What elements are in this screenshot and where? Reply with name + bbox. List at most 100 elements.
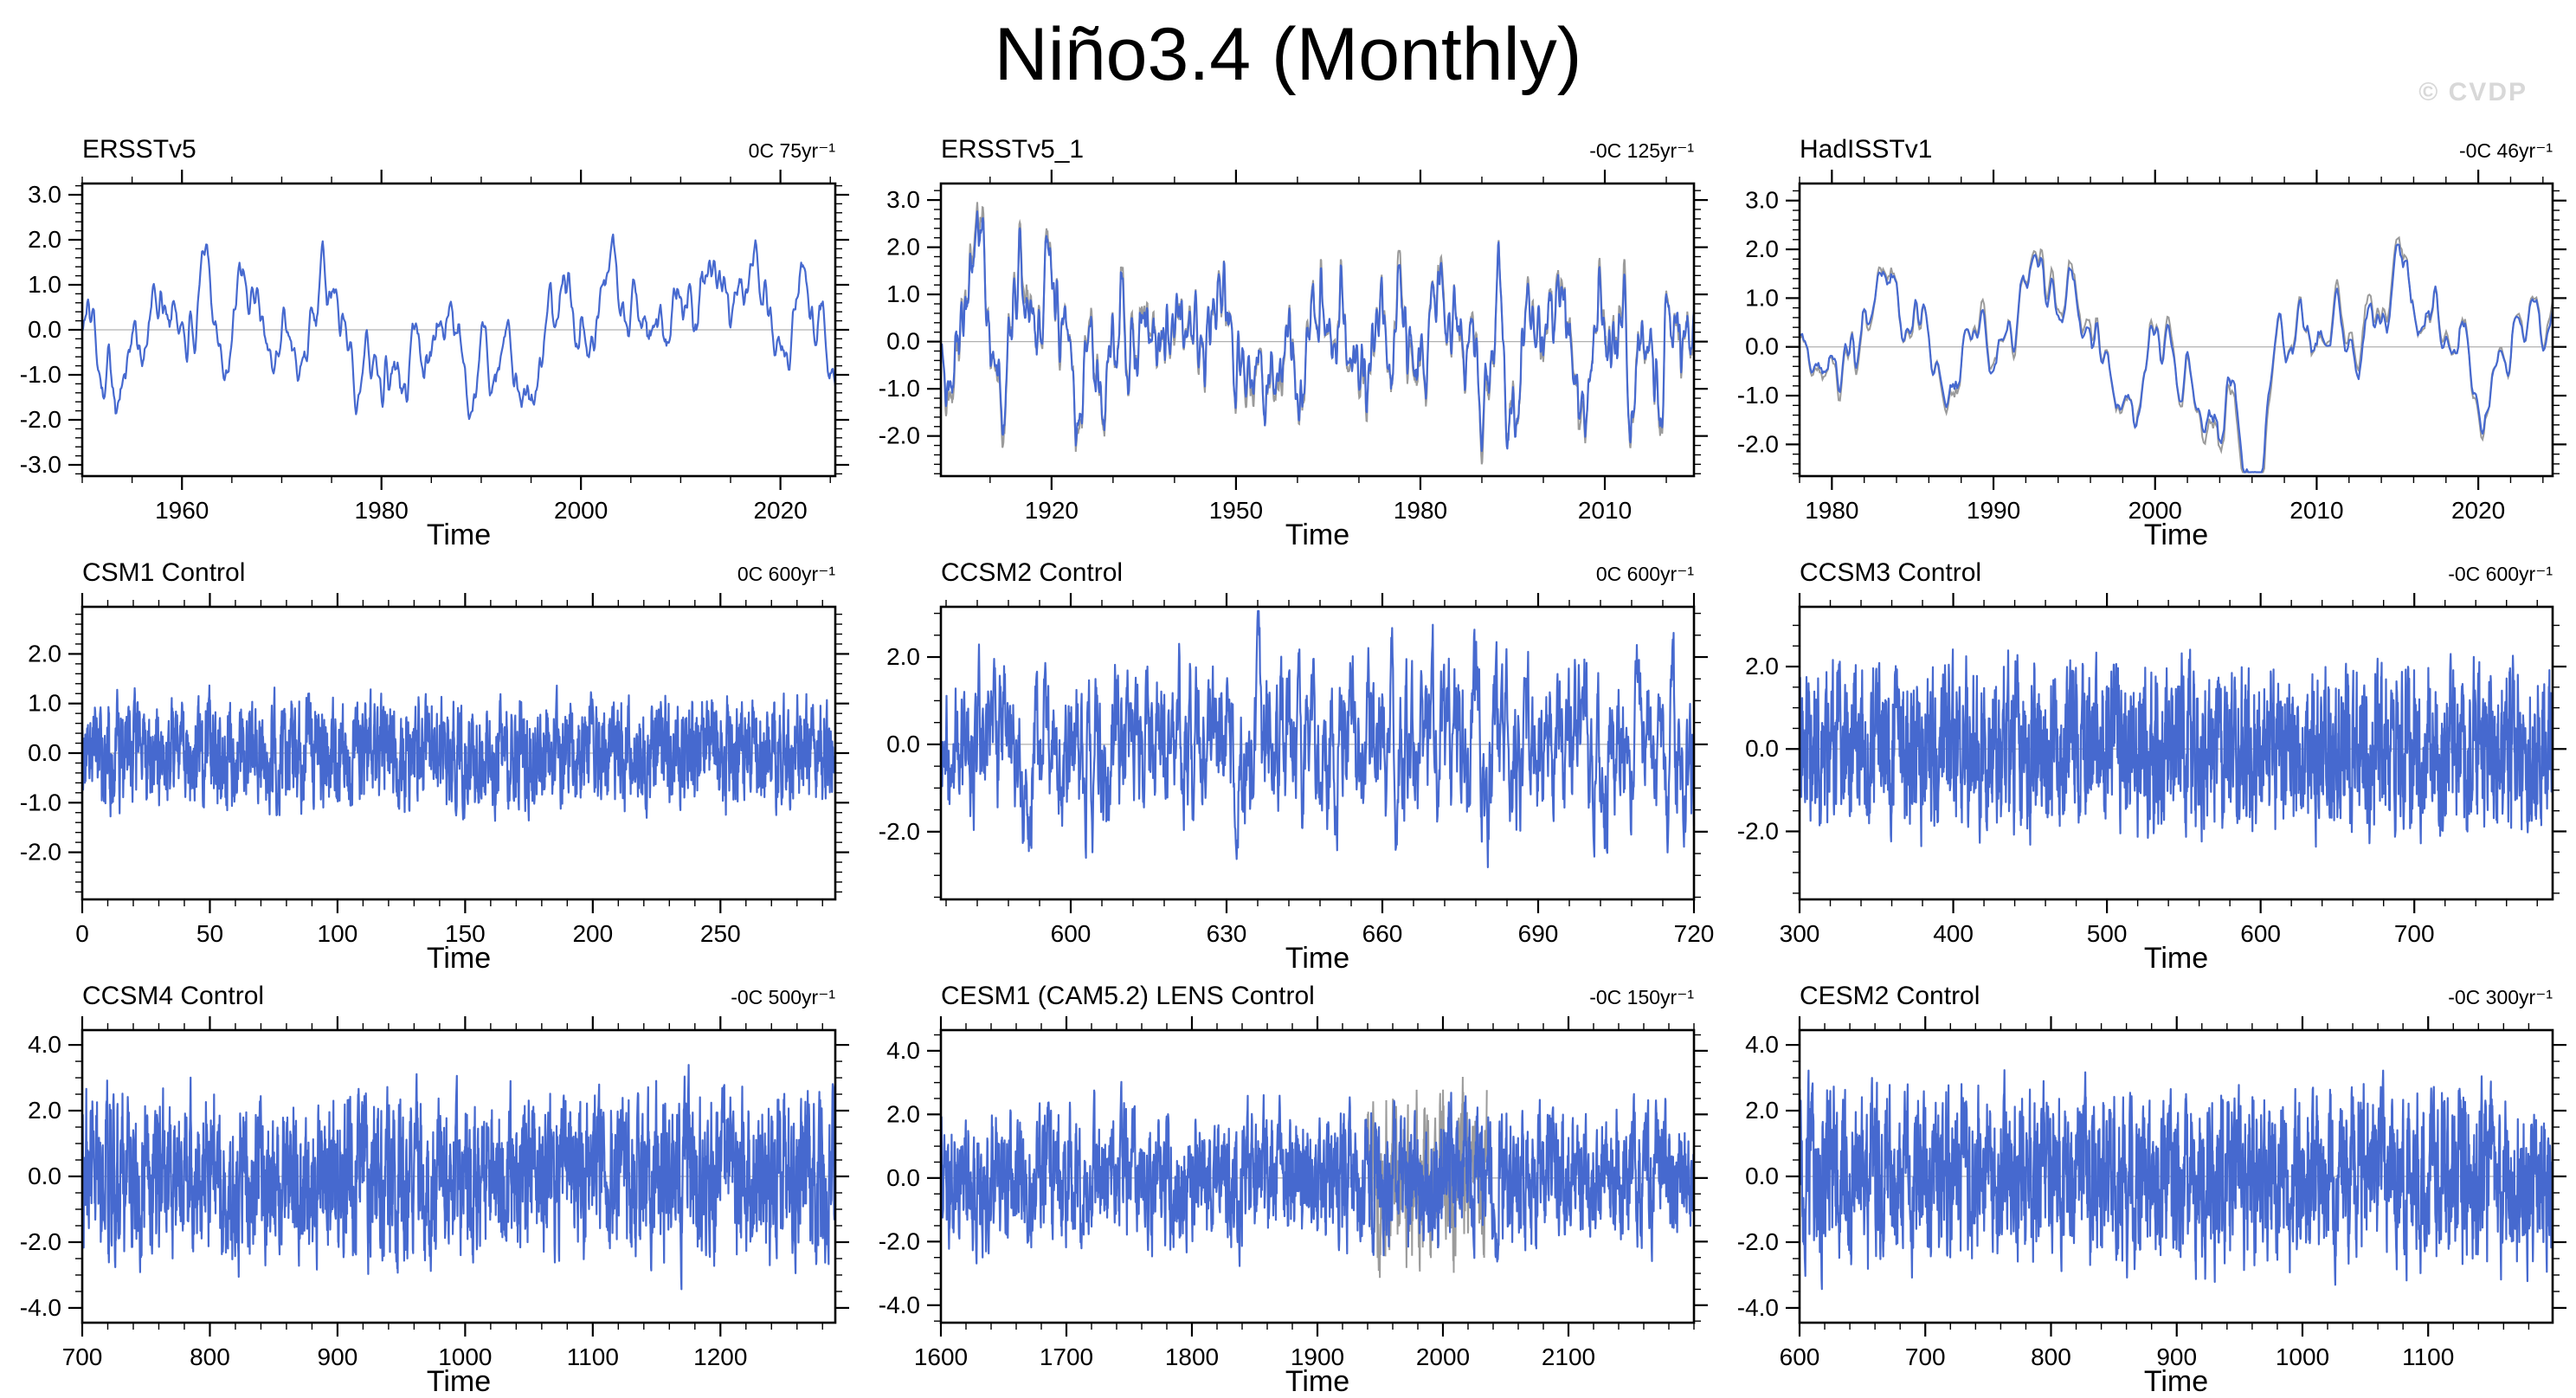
y-tick-label: 3.0	[886, 186, 920, 213]
trend-label: -0C 300yr⁻¹	[2448, 986, 2553, 1008]
panel-ccsm3-control: CCSM3 Control -0C 600yr⁻¹ 300 400 500 600 700 2…	[1717, 551, 2576, 975]
x-axis-title: Time	[427, 942, 491, 975]
y-tick-label: 0.0	[886, 731, 920, 757]
x-tick-label: 1960	[155, 497, 209, 524]
plot-svg: 600 700 800 900 1000 1100 4.0 2.0 0.0 -2.0 -4.0 Tim…	[1737, 1016, 2566, 1398]
plot-svg: 300 400 500 600 700 2.0 0.0 -2.0 Time	[1737, 593, 2566, 975]
x-axis-title: Time	[2144, 519, 2208, 551]
x-tick-label: 700	[62, 1343, 103, 1370]
panel-header: CESM1 (CAM5.2) LENS Control -0C 150yr⁻¹	[859, 980, 1717, 1011]
y-tick-label: -2.0	[879, 1227, 920, 1254]
panel-title: CCSM2 Control	[941, 558, 1124, 587]
x-tick-label: 400	[1933, 920, 1974, 947]
y-tick-label: 0.0	[28, 316, 61, 343]
x-tick-label: 150	[445, 920, 486, 947]
y-tick-label: 2.0	[28, 1097, 61, 1124]
x-tick-label: 1950	[1209, 497, 1263, 524]
x-tick-label: 200	[572, 920, 613, 947]
y-tick-label: 0.0	[28, 739, 61, 766]
panel-grid: ERSSTv5 0C 75yr⁻¹ 1960 1980 2000 2020 3.0 2.0 1.…	[0, 128, 2576, 1398]
x-tick-label: 1100	[567, 1343, 619, 1370]
x-tick-label: 1800	[1165, 1343, 1219, 1370]
x-tick-label: 2010	[1578, 497, 1632, 524]
y-tick-label: -2.0	[20, 839, 61, 866]
y-tick-label: 0.0	[1745, 1163, 1779, 1189]
x-tick-label: 1990	[1967, 497, 2020, 524]
x-tick-label: 0	[75, 920, 89, 947]
y-tick-label: -2.0	[20, 1228, 61, 1255]
trend-label: -0C 600yr⁻¹	[2448, 563, 2553, 585]
plot-svg: 700 800 900 1000 1100 1200 4.0 2.0 0.0 -2.0 -4.0 Ti…	[20, 1016, 849, 1398]
x-tick-label: 1700	[1040, 1343, 1093, 1370]
y-tick-label: -2.0	[1737, 430, 1779, 457]
x-tick-label: 2020	[753, 497, 807, 524]
y-tick-label: -4.0	[20, 1294, 61, 1321]
x-tick-label: 250	[700, 920, 741, 947]
y-tick-label: 4.0	[1745, 1031, 1779, 1058]
y-tick-label: 4.0	[28, 1031, 61, 1058]
x-axis-title: Time	[2144, 1365, 2208, 1398]
x-axis-title: Time	[1285, 519, 1349, 551]
x-tick-label: 50	[196, 920, 223, 947]
x-tick-label: 800	[190, 1343, 230, 1370]
x-tick-label: 1980	[1805, 497, 1858, 524]
x-tick-label: 690	[1518, 920, 1559, 947]
panel-ersstv5-1: ERSSTv5_1 -0C 125yr⁻¹ 1920 1950 1980 2010 3.0 2…	[859, 128, 1717, 551]
y-tick-label: 2.0	[886, 234, 920, 261]
panel-csm1-control: CSM1 Control 0C 600yr⁻¹ 0 50 100 150 200 250 2.0…	[0, 551, 859, 975]
x-axis-title: Time	[1285, 1365, 1349, 1398]
x-tick-label: 300	[1780, 920, 1820, 947]
y-tick-label: -3.0	[20, 451, 61, 478]
y-tick-label: -1.0	[20, 789, 61, 815]
plot-svg: 1980 1990 2000 2010 2020 3.0 2.0 1.0 0.0 -1.0 -2.0…	[1737, 170, 2566, 551]
x-tick-label: 660	[1362, 920, 1403, 947]
panel-title: ERSSTv5_1	[941, 135, 1085, 164]
panel-title: CSM1 Control	[82, 558, 246, 587]
panel-title: CESM1 (CAM5.2) LENS Control	[941, 982, 1315, 1010]
y-tick-label: 0.0	[886, 1164, 920, 1191]
x-tick-label: 900	[2156, 1343, 2197, 1370]
y-tick-label: 2.0	[28, 226, 61, 253]
panel-cesm2-control: CESM2 Control -0C 300yr⁻¹ 600 700 800 900 1000…	[1717, 975, 2576, 1398]
panel-header: CCSM2 Control 0C 600yr⁻¹	[859, 557, 1717, 588]
panel-title: CCSM4 Control	[82, 982, 265, 1010]
x-tick-label: 1100	[2402, 1343, 2454, 1370]
y-tick-label: -1.0	[1737, 382, 1779, 409]
x-tick-label: 1980	[1394, 497, 1447, 524]
panel-header: CSM1 Control 0C 600yr⁻¹	[0, 557, 859, 588]
trend-label: -0C 46yr⁻¹	[2459, 139, 2553, 162]
panel-header: CESM2 Control -0C 300yr⁻¹	[1717, 980, 2576, 1011]
y-tick-label: 1.0	[28, 690, 61, 717]
x-tick-label: 1900	[1291, 1343, 1344, 1370]
panel-title: CESM2 Control	[1800, 982, 1980, 1010]
y-tick-label: -1.0	[879, 375, 920, 402]
x-axis-title: Time	[427, 1365, 491, 1398]
panel-title: ERSSTv5	[82, 135, 196, 164]
x-tick-label: 700	[1905, 1343, 1946, 1370]
y-tick-label: 3.0	[28, 181, 61, 208]
plot-svg: 0 50 100 150 200 250 2.0 1.0 0.0 -1.0 -2.0 Time	[20, 593, 849, 975]
trend-label: -0C 150yr⁻¹	[1589, 986, 1694, 1008]
panel-ersstv5: ERSSTv5 0C 75yr⁻¹ 1960 1980 2000 2020 3.0 2.0 1.…	[0, 128, 859, 551]
panel-ccsm4-control: CCSM4 Control -0C 500yr⁻¹ 700 800 900 1000 110…	[0, 975, 859, 1398]
x-tick-label: 600	[2240, 920, 2281, 947]
y-tick-label: -2.0	[1737, 1228, 1779, 1255]
y-tick-label: 4.0	[886, 1037, 920, 1064]
y-tick-label: -4.0	[1737, 1294, 1779, 1321]
x-tick-label: 630	[1207, 920, 1247, 947]
y-tick-label: 1.0	[28, 271, 61, 298]
y-tick-label: 2.0	[1745, 1097, 1779, 1124]
y-tick-label: -4.0	[879, 1292, 920, 1318]
y-tick-label: -2.0	[20, 406, 61, 433]
x-tick-label: 720	[1674, 920, 1715, 947]
y-tick-label: 2.0	[1745, 653, 1779, 680]
trend-label: 0C 600yr⁻¹	[1595, 563, 1694, 585]
x-tick-label: 600	[1051, 920, 1092, 947]
panel-title: HadISSTv1	[1800, 135, 1933, 164]
plot-svg: 1600 1700 1800 1900 2000 2100 4.0 2.0 0.0 -2.0 -4.…	[879, 1016, 1708, 1398]
y-tick-label: 2.0	[886, 1100, 920, 1127]
panel-header: HadISSTv1 -0C 46yr⁻¹	[1717, 133, 2576, 164]
y-tick-label: 3.0	[1745, 187, 1779, 214]
x-tick-label: 2010	[2289, 497, 2343, 524]
